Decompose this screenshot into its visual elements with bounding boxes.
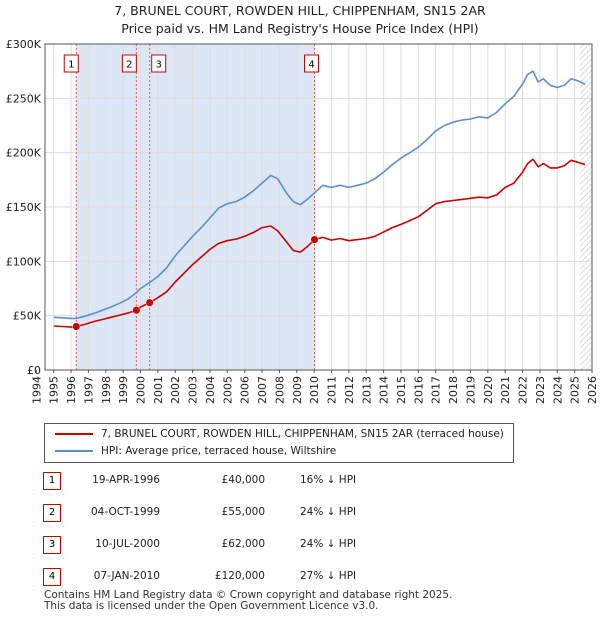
table-row: 1 19-APR-1996 £40,000 16% ↓ HPI — [0, 470, 600, 492]
transaction-price: £40,000 — [221, 474, 265, 486]
x-tick-label: 2016 — [412, 376, 425, 404]
x-tick-label: 1998 — [100, 376, 113, 404]
transaction-number: 1 — [43, 472, 61, 490]
table-row: 2 04-OCT-1999 £55,000 24% ↓ HPI — [0, 502, 600, 524]
transaction-date: 07-JAN-2010 — [93, 570, 160, 582]
transaction-price: £62,000 — [221, 538, 265, 550]
x-tick-label: 2008 — [273, 376, 286, 404]
transaction-hpi-diff: 24% ↓ HPI — [300, 538, 357, 550]
y-tick-label: £100K — [6, 255, 42, 268]
transaction-date: 19-APR-1996 — [92, 474, 160, 486]
sale-point — [145, 298, 154, 307]
sale-badge-label: 3 — [156, 60, 162, 71]
transaction-hpi-diff: 16% ↓ HPI — [300, 474, 357, 486]
x-tick-label: 2010 — [308, 376, 321, 404]
chart-title-line-1: 7, BRUNEL COURT, ROWDEN HILL, CHIPPENHAM… — [114, 3, 486, 18]
sale-badge — [151, 54, 167, 73]
price-chart: 1 2 3 4 £0 £50K £100K £150K £200K £250K £300K 1994… — [6, 38, 599, 404]
x-tick-label: 2021 — [499, 376, 512, 404]
x-tick-label: 2013 — [360, 376, 373, 404]
x-tick-label: 2004 — [204, 376, 217, 404]
legend-label-hpi: HPI: Average price, terraced house, Wilt… — [101, 445, 337, 457]
sale-badge — [63, 54, 79, 73]
legend: 7, BRUNEL COURT, ROWDEN HILL, CHIPPENHAM… — [44, 423, 514, 463]
footer-line-1: Contains HM Land Registry data © Crown c… — [44, 589, 453, 601]
hpi-line — [53, 70, 586, 320]
x-tick-label: 2000 — [135, 376, 148, 404]
x-tick-label: 2007 — [256, 376, 269, 404]
transaction-date: 10-JUL-2000 — [95, 538, 160, 550]
y-tick-label: £300K — [6, 38, 42, 51]
price-paid-line — [53, 158, 586, 328]
footer-attribution: Contains HM Land Registry data © Crown c… — [44, 590, 452, 612]
y-tick-label: £250K — [6, 92, 42, 105]
y-tick-label: £0 — [27, 364, 41, 377]
sale-badge-label: 2 — [126, 60, 132, 71]
footer-line-2: This data is licensed under the Open Gov… — [44, 600, 379, 612]
x-tick-label: 2001 — [152, 376, 165, 404]
transaction-price: £120,000 — [214, 570, 265, 582]
transaction-number: 4 — [43, 568, 61, 586]
sale-badge — [304, 54, 320, 73]
legend-swatch-red — [55, 433, 93, 435]
x-tick-label: 2003 — [187, 376, 200, 404]
sale-badge-label: 4 — [308, 60, 314, 71]
legend-label-price-paid: 7, BRUNEL COURT, ROWDEN HILL, CHIPPENHAM… — [101, 428, 504, 440]
sale-point — [132, 306, 141, 315]
x-tick-label: 2006 — [239, 376, 252, 404]
x-tick-label: 2023 — [534, 376, 547, 404]
x-tick-label: 1999 — [117, 376, 130, 404]
x-tick-label: 1994 — [30, 376, 43, 404]
x-tick-label: 2017 — [430, 376, 443, 404]
x-tick-label: 2018 — [447, 376, 460, 404]
x-tick-label: 2024 — [551, 376, 564, 404]
sale-point — [310, 235, 319, 244]
x-tick-label: 2015 — [395, 376, 408, 404]
transaction-number: 2 — [43, 504, 61, 522]
y-tick-label: £50K — [13, 310, 42, 323]
table-row: 4 07-JAN-2010 £120,000 27% ↓ HPI — [0, 566, 600, 588]
transaction-price: £55,000 — [221, 506, 265, 518]
x-tick-label: 2014 — [378, 376, 391, 404]
x-tick-label: 2019 — [464, 376, 477, 404]
y-tick-label: £200K — [6, 147, 42, 160]
sale-badge-label: 1 — [68, 60, 74, 71]
x-tick-label: 2026 — [586, 376, 599, 404]
x-tick-label: 2009 — [291, 376, 304, 404]
chart-title-line-2: Price paid vs. HM Land Registry's House … — [121, 21, 479, 36]
sale-badge — [121, 54, 137, 73]
x-tick-label: 2020 — [482, 376, 495, 404]
legend-swatch-blue — [55, 450, 93, 452]
x-tick-label: 2012 — [343, 376, 356, 404]
x-tick-label: 1997 — [82, 376, 95, 404]
transaction-number: 3 — [43, 536, 61, 554]
x-tick-label: 2002 — [169, 376, 182, 404]
x-tick-label: 1995 — [48, 376, 61, 404]
transaction-hpi-diff: 27% ↓ HPI — [300, 570, 357, 582]
x-tick-label: 2022 — [517, 376, 530, 404]
y-tick-label: £150K — [6, 201, 42, 214]
transaction-date: 04-OCT-1999 — [91, 506, 160, 518]
sale-point — [72, 322, 81, 331]
transaction-hpi-diff: 24% ↓ HPI — [300, 506, 357, 518]
x-tick-label: 2005 — [221, 376, 234, 404]
table-row: 3 10-JUL-2000 £62,000 24% ↓ HPI — [0, 534, 600, 556]
x-tick-label: 1996 — [65, 376, 78, 404]
x-tick-label: 2011 — [326, 376, 339, 404]
plot-frame — [44, 43, 593, 371]
x-tick-label: 2025 — [569, 376, 582, 404]
